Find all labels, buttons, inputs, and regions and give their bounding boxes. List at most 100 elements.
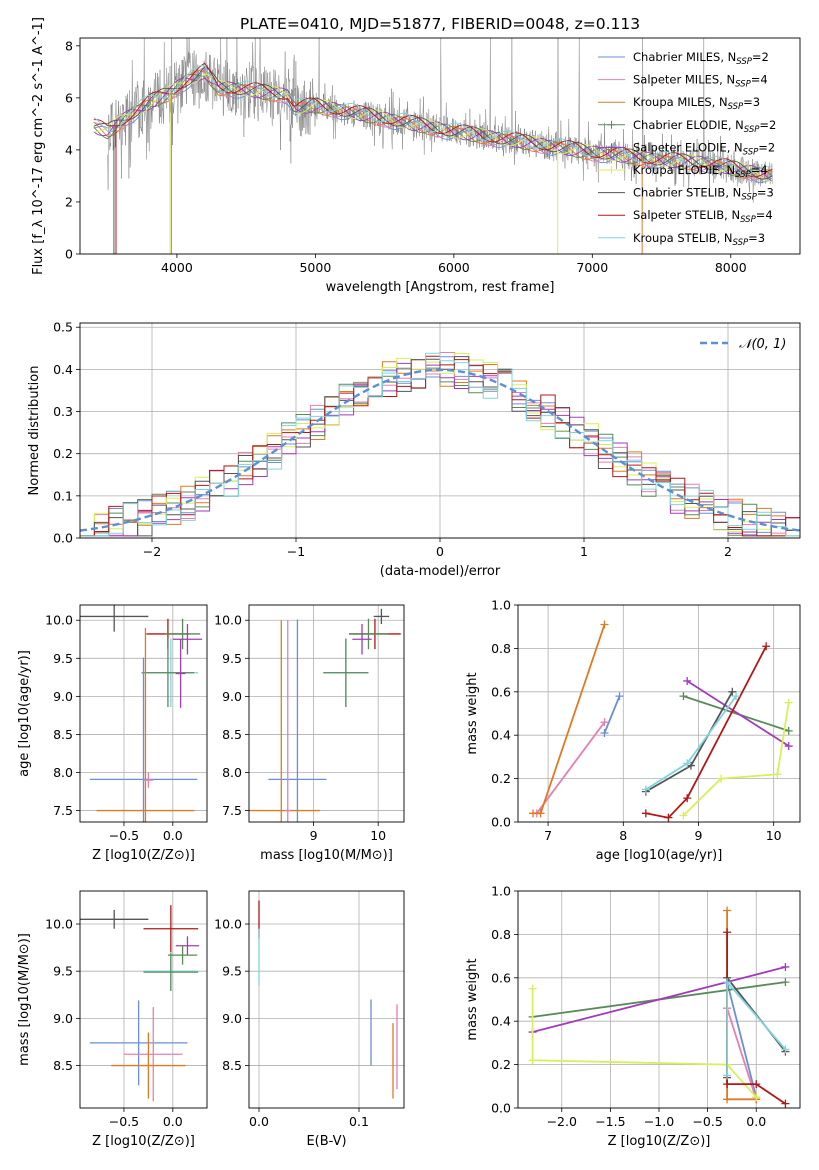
ticks: −2 −1 0 1 2 0.0 0.1 0.2 0.3 0.4 0.5 [53, 320, 732, 559]
plot-area [249, 608, 401, 822]
weight-line [726, 1007, 758, 1100]
weight-marker [723, 1095, 732, 1104]
legend-label-text: Chabrier MILES, N [633, 50, 736, 64]
y-tick-label: 0.0 [491, 815, 511, 830]
x-axis-label: age [log10(age/yr)] [596, 848, 723, 863]
weight-marker [641, 809, 650, 818]
x-tick-label: 6000 [438, 260, 470, 275]
legend-marker [607, 143, 616, 152]
weight-vs-age-panel: 7 8 9 10 0.0 0.2 0.4 0.6 0.8 1.0 age [log10(age/yr… [465, 598, 801, 863]
axes-frame [248, 890, 405, 1109]
x-tick-label: 10 [370, 828, 386, 843]
weight-marker [723, 978, 732, 987]
weight-marker [528, 984, 537, 993]
grid-lines [249, 605, 404, 822]
legend-label-text: Kroupa ELODIE, N [633, 163, 735, 177]
legend-label-text: Salpeter MILES, N [633, 73, 735, 87]
y-tick-label: 9.0 [222, 1011, 242, 1026]
weight-marker [615, 692, 624, 701]
y-tick-label: 8.0 [222, 765, 242, 780]
y-tick-label: 0.0 [491, 1101, 511, 1116]
legend-label: 𝒩(0, 1) [739, 337, 786, 352]
grid-lines [80, 891, 207, 1108]
y-tick-label: 0.1 [53, 488, 73, 503]
x-axis-label: E(B-V) [306, 1134, 346, 1149]
x-axis-label: (data-model)/error [380, 564, 501, 579]
weight-marker [641, 785, 650, 794]
weight-marker [752, 1080, 761, 1089]
legend-label: Chabrier MILES, NSSP=2 [633, 50, 769, 67]
weight-marker [732, 692, 741, 701]
legend-label: Kroupa MILES, NSSP=3 [633, 95, 760, 112]
axes-frame [79, 890, 208, 1109]
y-tick-label: 0.4 [491, 728, 511, 743]
weight-marker [781, 1045, 790, 1054]
weight-line [533, 624, 606, 815]
legend-label-text: Salpeter ELODIE, N [633, 140, 743, 154]
y-tick-label: 9.5 [222, 651, 242, 666]
y-tick-label: 0.8 [491, 927, 511, 942]
weight-marker [536, 809, 545, 818]
legend-label-value: =2 [752, 50, 769, 64]
x-tick-label: 10 [766, 828, 782, 843]
weight-marker [723, 1071, 732, 1080]
y-axis-label: mass weight [465, 672, 480, 754]
x-tick-label: 9 [695, 828, 703, 843]
weight-marker [600, 620, 609, 629]
model-spectrum-line [93, 70, 773, 179]
legend-label: Kroupa ELODIE, NSSP=4 [633, 163, 768, 180]
axes-frame [248, 604, 405, 823]
weight-marker [717, 774, 726, 783]
y-tick-label: 8.5 [53, 727, 73, 742]
weight-marker [728, 687, 737, 696]
x-tick-label: 0.0 [163, 1114, 183, 1129]
ticks: 7 8 9 10 0.0 0.2 0.4 0.6 0.8 1.0 [491, 598, 782, 844]
weight-marker [679, 692, 688, 701]
weight-marker [784, 726, 793, 735]
weight-marker [723, 906, 732, 915]
weight-marker [781, 962, 790, 971]
x-tick-label: −0.5 [109, 828, 139, 843]
legend-label-value: =2 [758, 140, 775, 154]
weight-marker [784, 742, 793, 751]
legend-label: Kroupa STELIB, NSSP=3 [633, 231, 765, 248]
mass-vs-metallicity-panel: −0.5 0.0 8.5 9.0 9.5 10.0 Z [log10(Z/Z⊙)] mass … [17, 890, 208, 1149]
y-axis-label: mass weight [465, 958, 480, 1040]
y-tick-label: 8.0 [53, 765, 73, 780]
y-tick-label: 1.0 [491, 884, 511, 899]
weight-marker [723, 1080, 732, 1089]
y-tick-label: 2 [65, 194, 73, 209]
y-tick-label: 10.0 [45, 917, 73, 932]
model-spectrum-line [93, 62, 773, 178]
y-tick-label: 9.5 [222, 964, 242, 979]
y-tick-label: 0.4 [491, 1014, 511, 1029]
x-tick-label: −2 [143, 544, 161, 559]
y-tick-label: 9.0 [53, 1011, 73, 1026]
x-axis-label: Z [log10(Z/Z⊙)] [92, 848, 195, 863]
spectrum-panel: 4000 5000 6000 7000 8000 0 2 4 6 8 wavelength [Ang… [31, 17, 801, 295]
weight-marker [683, 794, 692, 803]
grid-lines [249, 891, 404, 1108]
weight-line [726, 910, 757, 1101]
legend-label-text: Kroupa MILES, N [633, 95, 728, 109]
y-tick-label: 0.0 [53, 531, 73, 546]
y-tick-label: 10.0 [214, 613, 242, 628]
weight-marker [762, 642, 771, 651]
x-axis-label: mass [log10(M/M⊙)] [260, 848, 393, 863]
ticks: −0.5 0.0 7.5 8.0 8.5 9.0 9.5 10.0 [45, 613, 183, 843]
legend-label-sub: SSP [736, 57, 752, 67]
ticks: 4000 5000 6000 7000 8000 0 2 4 6 8 [65, 38, 747, 275]
weight-marker [600, 729, 609, 738]
y-axis-label: Normed distribution [27, 366, 42, 496]
weight-marker [683, 759, 692, 768]
legend-label-sub: SSP [743, 147, 759, 157]
y-tick-label: 0.2 [53, 446, 73, 461]
axes-frame [79, 322, 801, 539]
y-tick-label: 10.0 [45, 613, 73, 628]
legend-label-text: Kroupa STELIB, N [633, 231, 733, 245]
weight-line [726, 981, 758, 1098]
x-tick-label: 0.0 [746, 1114, 766, 1129]
legend-marker [607, 166, 616, 174]
weight-marker [773, 770, 782, 779]
